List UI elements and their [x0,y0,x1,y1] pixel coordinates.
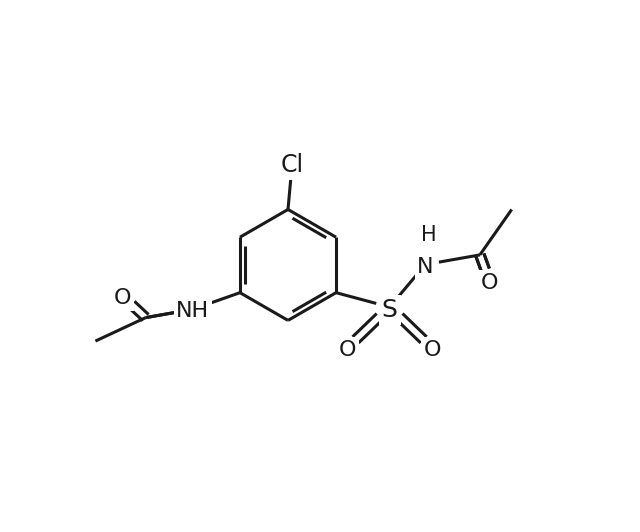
Text: Cl: Cl [281,153,304,177]
Text: NH: NH [176,301,209,321]
Text: H: H [420,226,436,245]
Text: O: O [481,273,498,293]
Text: O: O [339,340,356,360]
Text: N: N [417,256,433,277]
Text: O: O [423,340,441,360]
Text: S: S [381,297,397,321]
Text: O: O [114,288,132,309]
